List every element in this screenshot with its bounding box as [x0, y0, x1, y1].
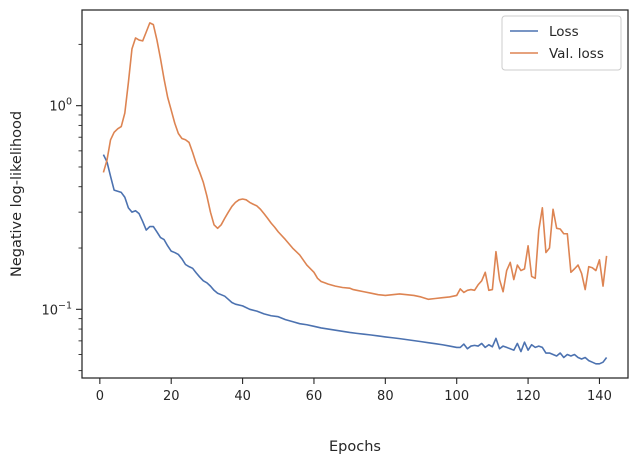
x-tick-label: 0 [96, 389, 104, 404]
x-tick-label: 60 [306, 389, 323, 404]
legend-box [501, 15, 622, 71]
x-tick-label: 100 [444, 389, 469, 404]
x-tick-label: 120 [516, 389, 541, 404]
x-tick-label: 80 [377, 389, 394, 404]
x-tick-label: 40 [234, 389, 251, 404]
x-tick-label: 140 [587, 389, 612, 404]
legend: Loss Val. loss [501, 15, 622, 71]
legend-label-val-loss: Val. loss [549, 46, 604, 62]
x-tick-label: 20 [163, 389, 180, 404]
x-axis-label: Epochs [329, 439, 381, 455]
series-layer [102, 22, 608, 365]
plot-frame [81, 9, 629, 379]
y-axis-label: Negative log-likelihood [9, 111, 25, 277]
series-line-loss [102, 154, 608, 365]
x-axis: 0 20 40 60 80 100 120 140 [96, 378, 612, 404]
legend-label-loss: Loss [549, 24, 579, 40]
series-line-val-loss [102, 22, 608, 301]
